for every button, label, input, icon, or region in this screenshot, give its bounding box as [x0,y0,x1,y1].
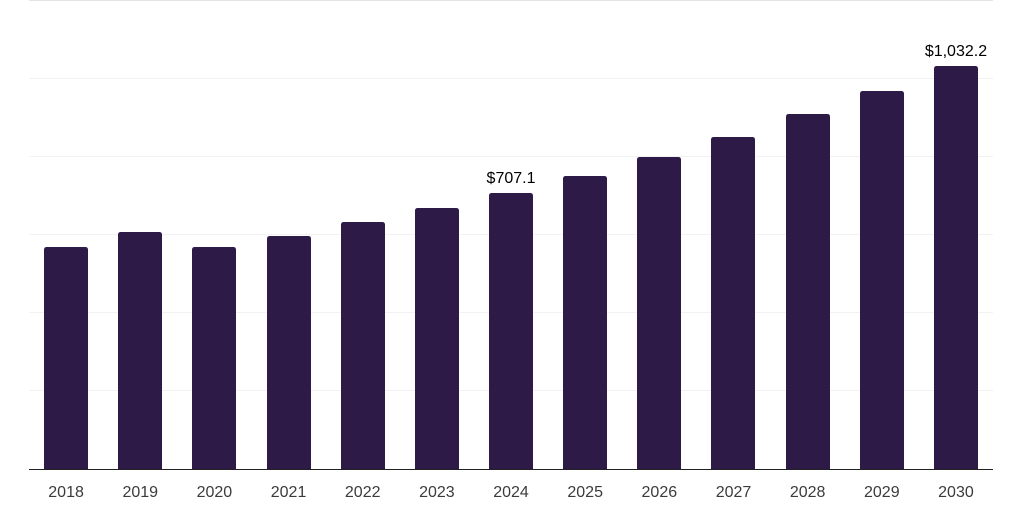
x-tick-label-2026: 2026 [641,484,678,501]
x-tick-label-2023: 2023 [419,484,455,501]
x-tick-label-2027: 2027 [715,484,752,501]
x-axis-tick-labels: 2018 2019 2020 2021 2022 2023 2024 2025 2026 2027… [29,483,993,502]
bar-2023 [414,207,459,469]
bar-column-2027 [696,0,770,469]
plot-area: $707.1 $1,032.2 [29,0,993,470]
bar-column-2029 [845,0,919,469]
bar-column-2026 [622,0,696,469]
bar-column-2022 [326,0,400,469]
bar-value-label-2030: $1,032.2 [924,42,988,60]
bar-column-2021 [251,0,325,469]
bar-2027 [711,136,756,469]
x-axis-line [29,468,993,470]
bar-column-2019 [103,0,177,469]
bar-2018 [44,246,89,469]
bar-2025 [563,176,608,469]
bar-2026 [637,156,682,469]
x-tick-label-2019: 2019 [122,484,159,501]
x-tick-label-2025: 2025 [567,484,603,501]
bar-columns: $707.1 $1,032.2 [29,0,993,469]
x-tick-label-2021: 2021 [270,484,307,501]
bar-2021 [266,235,311,469]
bar-2019 [118,232,163,469]
x-tick-label-2020: 2020 [196,484,233,501]
bar-column-2024: $707.1 [474,0,548,469]
bar-column-2025 [548,0,622,469]
bar-column-2023 [400,0,474,469]
bar-2024 [489,192,534,469]
x-tick-label-2029: 2029 [864,484,900,501]
x-tick-label-2030: 2030 [938,484,974,501]
bar-2029 [859,90,904,469]
bar-2022 [340,221,385,469]
bar-value-label-2024: $707.1 [486,169,536,187]
gridline [29,0,993,1]
gridline [29,156,993,157]
x-tick-label-2024: 2024 [493,484,529,501]
bar-2020 [192,247,237,469]
bar-2028 [785,114,830,469]
bar-column-2020 [177,0,251,469]
x-tick-label-2022: 2022 [344,484,381,501]
x-tick-label-2028: 2028 [789,484,826,501]
gridline [29,78,993,79]
bar-2030 [933,65,978,469]
x-tick-label-2018: 2018 [48,484,84,501]
bar-column-2030: $1,032.2 [919,0,993,469]
bar-column-2018 [29,0,103,469]
bar-column-2028 [771,0,845,469]
